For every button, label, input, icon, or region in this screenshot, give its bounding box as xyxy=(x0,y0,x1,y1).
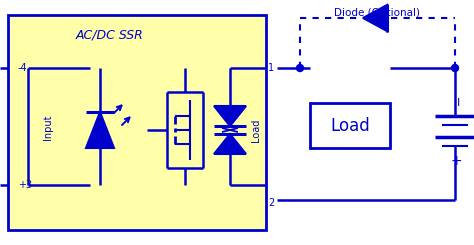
Text: -4: -4 xyxy=(18,63,27,73)
Text: +: + xyxy=(450,154,462,168)
Text: Load: Load xyxy=(330,117,370,135)
Text: I: I xyxy=(457,98,461,108)
Text: 1: 1 xyxy=(268,63,274,73)
Text: Load: Load xyxy=(251,118,261,142)
Bar xyxy=(310,103,390,148)
Circle shape xyxy=(452,64,458,72)
Polygon shape xyxy=(214,106,246,126)
Text: 2: 2 xyxy=(268,198,274,208)
Text: Diode (Optional): Diode (Optional) xyxy=(335,8,420,18)
Polygon shape xyxy=(214,134,246,154)
Polygon shape xyxy=(363,5,387,31)
Bar xyxy=(8,15,266,230)
Circle shape xyxy=(297,64,303,72)
Text: Input: Input xyxy=(43,114,53,140)
Text: +3: +3 xyxy=(18,180,32,190)
Text: AC/DC SSR: AC/DC SSR xyxy=(76,28,144,41)
Polygon shape xyxy=(86,112,114,148)
